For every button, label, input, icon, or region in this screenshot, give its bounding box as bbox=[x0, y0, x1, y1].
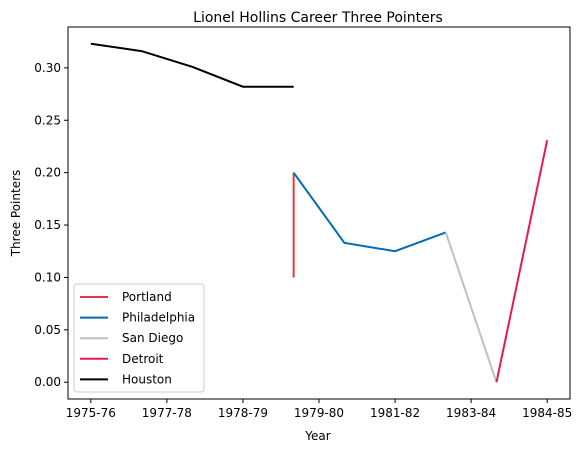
series-line-san-diego bbox=[444, 232, 498, 383]
x-tick-label: 1979-80 bbox=[294, 406, 344, 420]
legend-label-detroit: Detroit bbox=[122, 352, 164, 366]
y-axis-label: Three Pointers bbox=[9, 170, 23, 258]
x-tick-label: 1981-82 bbox=[370, 406, 420, 420]
chart-title: Lionel Hollins Career Three Pointers bbox=[193, 10, 443, 26]
x-tick-label: 1978-79 bbox=[218, 406, 268, 420]
series-line-detroit bbox=[495, 139, 549, 383]
y-tick-label: 0.15 bbox=[34, 218, 61, 232]
y-axis: 0.00 0.05 0.10 0.15 0.20 0.25 0.30 bbox=[34, 61, 68, 389]
legend-box bbox=[73, 283, 205, 393]
x-axis-label: Year bbox=[304, 429, 330, 443]
y-tick-label: 0.10 bbox=[34, 270, 61, 284]
y-tick-label: 0.20 bbox=[34, 166, 61, 180]
x-tick-label: 1983-84 bbox=[446, 406, 496, 420]
legend: Portland Philadelphia San Diego Detroit Hous… bbox=[73, 283, 205, 393]
legend-label-houston: Houston bbox=[122, 372, 172, 386]
y-tick-label: 0.25 bbox=[34, 113, 61, 127]
series-line-houston bbox=[90, 42, 294, 88]
series-line-philadelphia bbox=[292, 172, 447, 253]
x-axis: 1975-76 1977-78 1978-79 1979-80 1981-82 1983-… bbox=[66, 399, 572, 420]
legend-label-portland: Portland bbox=[122, 290, 172, 304]
legend-label-philadelphia: Philadelphia bbox=[122, 311, 195, 325]
y-tick-label: 0.30 bbox=[34, 61, 61, 75]
legend-label-san-diego: San Diego bbox=[122, 331, 183, 345]
plot-area bbox=[90, 42, 549, 383]
x-tick-label: 1977-78 bbox=[142, 406, 192, 420]
x-tick-label: 1984-85 bbox=[522, 406, 572, 420]
x-tick-label: 1975-76 bbox=[66, 406, 116, 420]
y-tick-label: 0.00 bbox=[34, 375, 61, 389]
y-tick-label: 0.05 bbox=[34, 323, 61, 337]
